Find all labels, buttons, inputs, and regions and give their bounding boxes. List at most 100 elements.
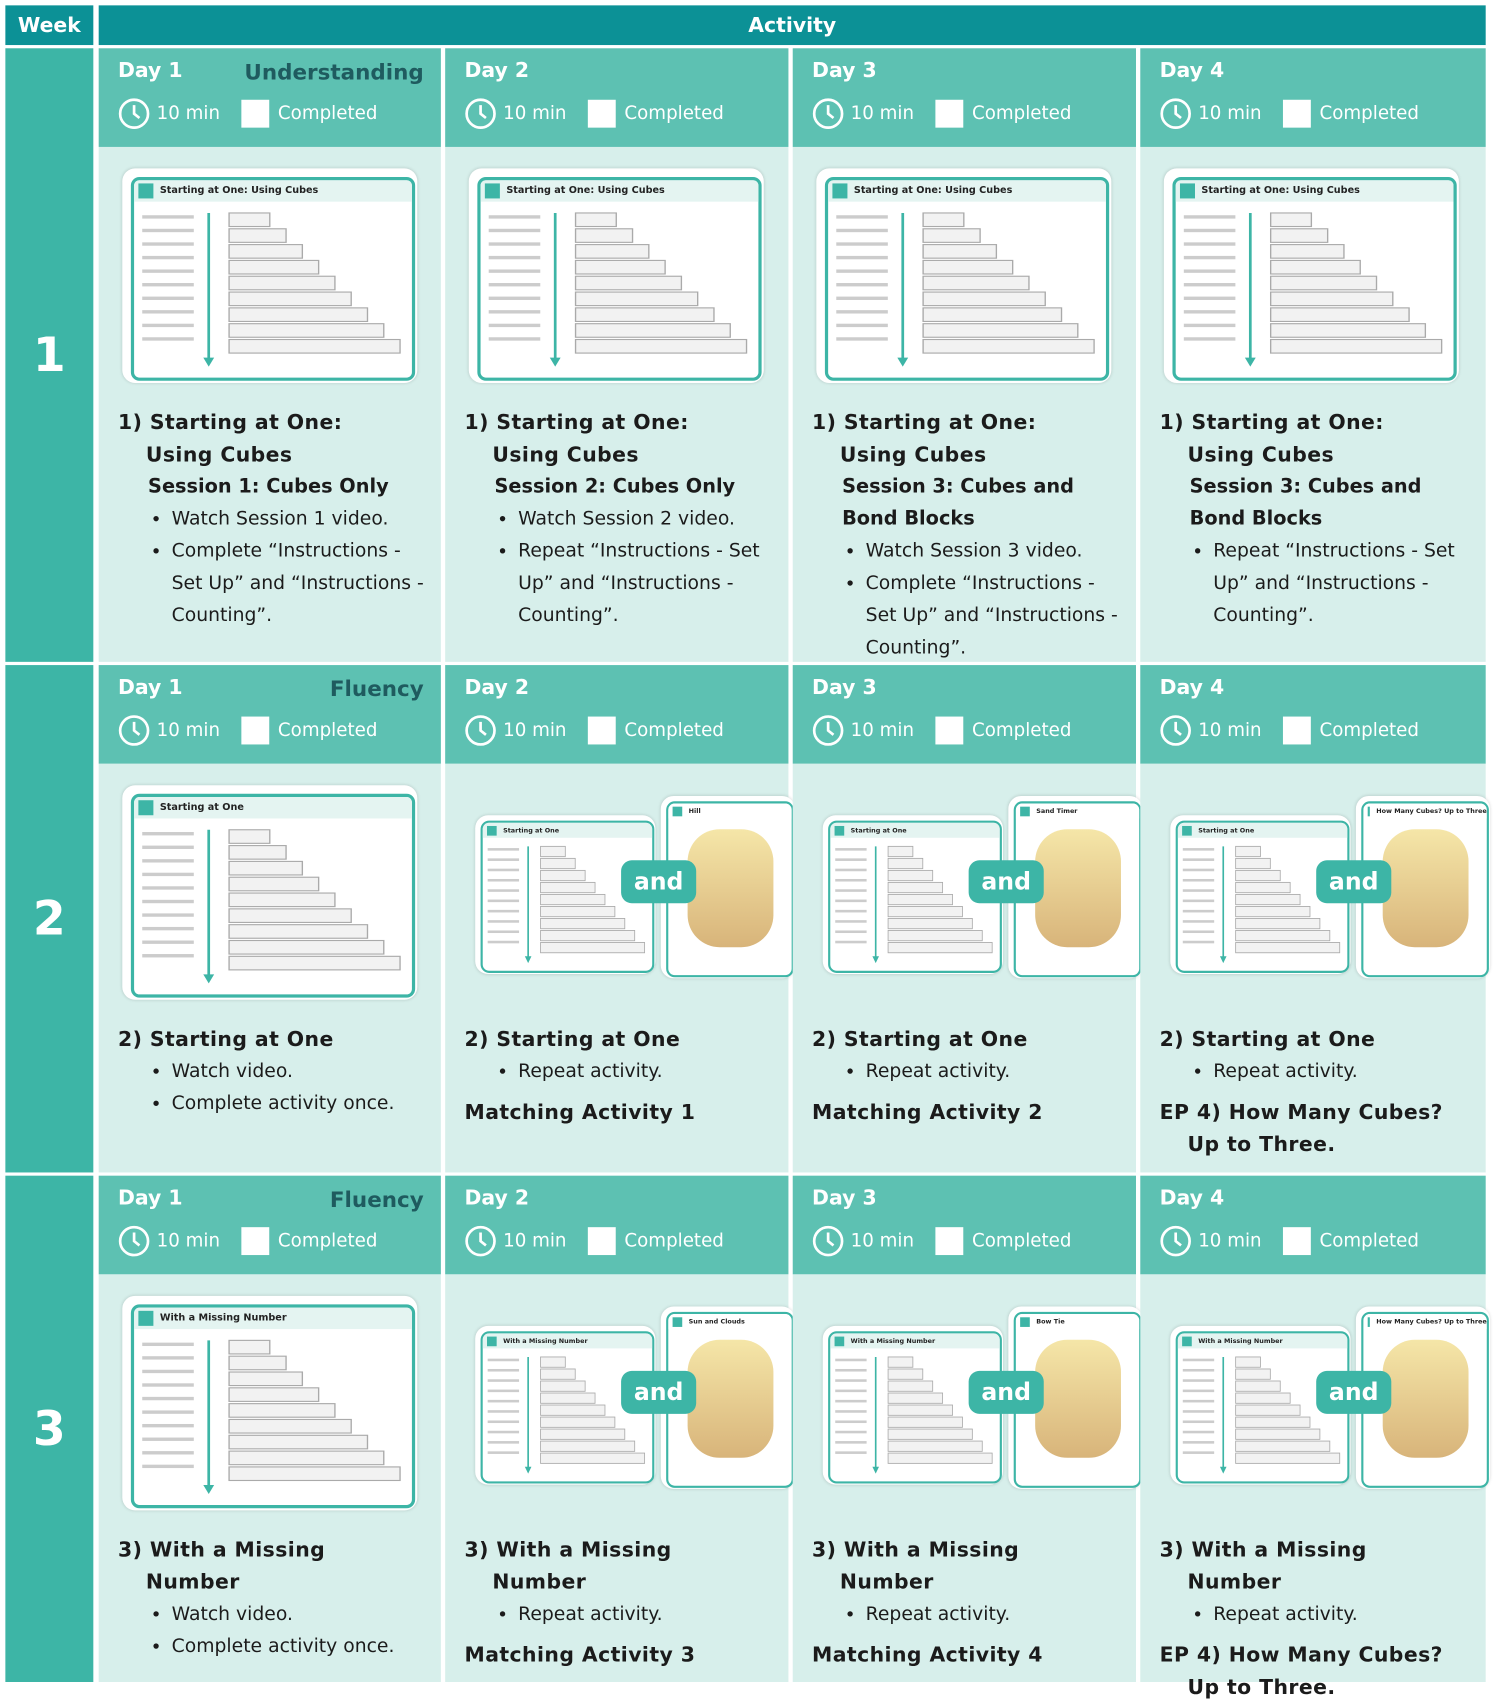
completed-checkbox[interactable] <box>241 717 269 745</box>
completed-label: Completed <box>972 103 1071 124</box>
matching-activity: Matching Activity 4 <box>812 1639 1119 1671</box>
time: 10 min <box>851 103 914 124</box>
thumbnail-graphic <box>1178 838 1347 971</box>
bullet: Complete activity once. <box>172 1631 426 1663</box>
thumbnail-title: With a Missing Number <box>1198 1337 1283 1345</box>
activity-text: 3) With a Missing NumberWatch video.Comp… <box>118 1534 426 1663</box>
thumbnail: Starting at One: Using Cubes <box>816 168 1111 383</box>
week-number: 1 <box>5 48 93 662</box>
bullet-list: Watch Session 2 video.Repeat “Instructio… <box>464 503 773 632</box>
time: 10 min <box>1198 103 1261 124</box>
thumbnail-graphic <box>830 838 999 971</box>
activity-text: 3) With a Missing NumberRepeat activity.… <box>1160 1534 1471 1703</box>
thumbnail-art <box>1035 1340 1121 1458</box>
clock-icon <box>464 98 503 130</box>
thumbnail-page: Starting at One: Using Cubes <box>477 177 761 381</box>
day-header: Day 410 minCompleted <box>1140 1176 1485 1275</box>
thumbnail-title: How Many Cubes? Up to Three <box>1376 1318 1487 1326</box>
completed-label: Completed <box>624 103 723 124</box>
thumbnails: Starting at One <box>118 785 426 1000</box>
thumbnail-page: Starting at One: Using Cubes <box>131 177 415 381</box>
clock-icon <box>464 1225 503 1257</box>
day-row: Day 4 <box>1160 59 1469 91</box>
thumbnail-title: Bow Tie <box>1036 1318 1064 1326</box>
completed-checkbox[interactable] <box>241 100 269 128</box>
bullet-list: Repeat activity. <box>812 1056 1121 1088</box>
completed-checkbox[interactable] <box>1283 100 1311 128</box>
thumbnail-header: With a Missing Number <box>1178 1333 1347 1348</box>
completed-label: Completed <box>1320 720 1419 741</box>
day-cell: Day 210 minCompletedStarting at OneHilla… <box>445 665 788 1172</box>
day-label: Day 1 <box>118 1186 183 1218</box>
connector: and <box>1316 1371 1391 1414</box>
completed-checkbox[interactable] <box>1283 717 1311 745</box>
bullet: Watch Session 3 video. <box>866 535 1121 567</box>
time: 10 min <box>157 720 220 741</box>
day-label: Day 1 <box>118 59 183 91</box>
thumbnail-title: How Many Cubes? Up to Three <box>1376 807 1487 815</box>
thumbnail-graphic <box>134 1329 412 1503</box>
thumbnail-art <box>1382 1340 1468 1458</box>
completed-checkbox[interactable] <box>588 1227 616 1255</box>
time: 10 min <box>1198 720 1261 741</box>
day-body: Starting at One: Using Cubes 1) Starting … <box>445 147 788 662</box>
activity-text: 2) Starting at OneWatch video.Complete a… <box>118 1023 426 1120</box>
thumbnail-header: Starting at One: Using Cubes <box>481 180 759 201</box>
matching-activity: EP 4) How Many Cubes? Up to Three. <box>1160 1639 1467 1703</box>
thumbnail-title: Starting at One: Using Cubes <box>854 186 1012 197</box>
thumbnails: Starting at One: Using Cubes <box>118 168 426 383</box>
thumbnail-graphic <box>134 818 412 992</box>
thumbnail-number <box>1368 1317 1370 1327</box>
activity-text: 3) With a Missing NumberRepeat activity.… <box>812 1534 1121 1671</box>
thumbnail-page: With a Missing Number <box>131 1304 415 1508</box>
thumbnail-title: Sun and Clouds <box>689 1318 745 1326</box>
day-body: With a Missing Number How Many Cubes? Up … <box>1140 1274 1485 1682</box>
completed-checkbox[interactable] <box>588 717 616 745</box>
day-label: Day 4 <box>1160 1186 1225 1218</box>
thumbnail-number <box>835 825 845 835</box>
completed-checkbox[interactable] <box>241 1227 269 1255</box>
thumbnail-title: Starting at One <box>1198 827 1254 835</box>
activity-title: 1) Starting at One: Using Cubes <box>464 407 749 471</box>
activity-title: 2) Starting at One <box>812 1023 1097 1055</box>
completed-checkbox[interactable] <box>935 100 963 128</box>
thumbnail-number <box>1020 1317 1030 1327</box>
completed-checkbox[interactable] <box>1283 1227 1311 1255</box>
bullet-list: Repeat activity. <box>1160 1056 1471 1088</box>
time: 10 min <box>851 1230 914 1251</box>
bullet-list: Watch Session 1 video.Complete “Instruct… <box>118 503 426 632</box>
thumbnail-header: Starting at One: Using Cubes <box>1176 180 1454 201</box>
completed-label: Completed <box>278 1230 377 1251</box>
connector: and <box>1316 860 1391 903</box>
day-row: Day 2 <box>464 59 771 91</box>
day-body: Starting at One 2) Starting at OneWatch v… <box>99 764 441 1173</box>
day-tag: Fluency <box>330 676 424 708</box>
thumbnail-title: Starting at One: Using Cubes <box>506 186 664 197</box>
bullet: Repeat activity. <box>1213 1598 1470 1630</box>
thumbnail-graphic <box>483 838 652 971</box>
thumbnail-art <box>1035 829 1121 947</box>
thumbnail-number <box>1180 183 1195 198</box>
clock-icon <box>118 1225 157 1257</box>
thumbnail-number <box>1020 806 1030 816</box>
completed-checkbox[interactable] <box>935 1227 963 1255</box>
activity-title: 2) Starting at One <box>118 1023 403 1055</box>
completed-checkbox[interactable] <box>935 717 963 745</box>
bullet: Watch video. <box>172 1056 426 1088</box>
day-row: Day 3 <box>812 1186 1119 1218</box>
day-cell: Day 410 minCompletedStarting at One: Usi… <box>1140 48 1485 662</box>
completed-checkbox[interactable] <box>588 100 616 128</box>
day-label: Day 3 <box>812 1186 877 1218</box>
thumbnail-art <box>687 1340 773 1458</box>
thumbnail-header: How Many Cubes? Up to Three <box>1363 1314 1486 1329</box>
bullet-list: Repeat activity. <box>812 1598 1121 1630</box>
thumbnail-header: How Many Cubes? Up to Three <box>1363 803 1486 818</box>
clock-icon <box>118 98 157 130</box>
thumbnail-header: Hill <box>668 803 791 818</box>
